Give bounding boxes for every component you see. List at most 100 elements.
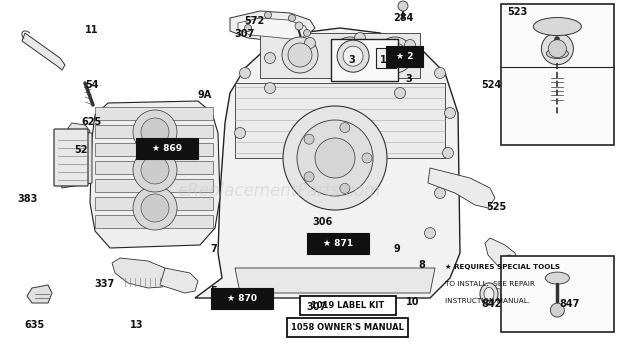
Circle shape — [504, 255, 514, 265]
Circle shape — [288, 43, 312, 67]
Circle shape — [337, 40, 369, 72]
Ellipse shape — [484, 287, 494, 300]
Text: 635: 635 — [24, 320, 44, 330]
Text: 11: 11 — [85, 25, 99, 35]
Bar — [331, 39, 398, 81]
Circle shape — [304, 37, 316, 48]
Polygon shape — [58, 131, 92, 188]
Circle shape — [394, 88, 405, 98]
Circle shape — [332, 37, 368, 73]
Circle shape — [548, 40, 567, 58]
Circle shape — [141, 118, 169, 146]
Text: 3: 3 — [406, 74, 412, 84]
Circle shape — [133, 186, 177, 230]
Circle shape — [435, 187, 446, 198]
Polygon shape — [235, 268, 435, 293]
Circle shape — [541, 33, 574, 65]
Bar — [95, 179, 213, 192]
Circle shape — [383, 43, 407, 67]
Bar — [260, 33, 420, 78]
Circle shape — [265, 12, 272, 18]
Polygon shape — [90, 101, 220, 248]
Circle shape — [425, 227, 435, 239]
Bar — [300, 295, 396, 315]
Ellipse shape — [480, 283, 498, 305]
Circle shape — [343, 46, 363, 66]
Text: 847: 847 — [559, 299, 579, 309]
Circle shape — [304, 172, 314, 182]
Circle shape — [340, 184, 350, 193]
Polygon shape — [160, 268, 198, 293]
Bar — [95, 125, 213, 138]
Circle shape — [288, 14, 296, 22]
Text: ★ 871: ★ 871 — [323, 239, 353, 248]
Text: 10: 10 — [405, 297, 419, 307]
Circle shape — [404, 40, 415, 50]
FancyBboxPatch shape — [54, 129, 88, 186]
Text: 9A: 9A — [198, 90, 211, 100]
Circle shape — [551, 303, 564, 317]
Text: 572: 572 — [244, 16, 264, 26]
Polygon shape — [27, 285, 52, 303]
Polygon shape — [492, 288, 518, 305]
Text: 5: 5 — [211, 286, 217, 296]
Circle shape — [295, 22, 303, 30]
Text: 54: 54 — [85, 80, 99, 90]
Ellipse shape — [546, 272, 569, 284]
Text: 842: 842 — [482, 299, 502, 309]
Polygon shape — [428, 168, 495, 208]
Bar — [95, 143, 213, 156]
Bar — [288, 318, 409, 337]
Text: 3: 3 — [349, 55, 355, 65]
Text: 625: 625 — [82, 117, 102, 127]
Text: 307: 307 — [235, 29, 255, 38]
Polygon shape — [230, 11, 315, 41]
Circle shape — [239, 67, 250, 78]
Text: 1058 OWNER'S MANUAL: 1058 OWNER'S MANUAL — [291, 323, 404, 332]
Circle shape — [282, 37, 318, 73]
Circle shape — [355, 32, 366, 43]
Text: 383: 383 — [18, 195, 38, 204]
Circle shape — [304, 134, 314, 144]
Polygon shape — [112, 258, 168, 288]
Text: ★ 869: ★ 869 — [153, 144, 182, 153]
Circle shape — [265, 53, 275, 64]
Text: 13: 13 — [130, 320, 143, 330]
Circle shape — [141, 156, 169, 184]
Circle shape — [315, 138, 355, 178]
Text: 7: 7 — [211, 244, 217, 254]
Circle shape — [443, 148, 453, 158]
Text: ★ 870: ★ 870 — [227, 294, 257, 303]
Bar — [235, 83, 445, 158]
Text: 337: 337 — [94, 279, 114, 289]
Circle shape — [244, 24, 252, 31]
Circle shape — [133, 148, 177, 192]
Circle shape — [283, 106, 387, 210]
Ellipse shape — [546, 48, 569, 59]
Ellipse shape — [533, 18, 582, 36]
Text: 9: 9 — [394, 244, 400, 254]
Text: ★ 2: ★ 2 — [396, 52, 414, 61]
Text: eReplacementParts.com: eReplacementParts.com — [177, 182, 381, 199]
Bar — [211, 288, 273, 309]
Circle shape — [265, 83, 275, 94]
Circle shape — [445, 108, 456, 119]
Polygon shape — [22, 33, 65, 70]
Text: 306: 306 — [312, 217, 332, 227]
Bar — [95, 161, 213, 174]
Bar — [501, 256, 614, 332]
Text: 284: 284 — [393, 13, 413, 23]
Text: 523: 523 — [508, 7, 528, 17]
Text: 525: 525 — [486, 202, 506, 211]
Bar — [95, 197, 213, 210]
Polygon shape — [195, 28, 460, 298]
Text: TO INSTALL.  SEE REPAIR: TO INSTALL. SEE REPAIR — [445, 281, 535, 287]
Text: 52: 52 — [74, 145, 87, 155]
Circle shape — [141, 194, 169, 222]
Circle shape — [297, 120, 373, 196]
Text: 524: 524 — [482, 80, 502, 90]
Text: ★ REQUIRES SPECIAL TOOLS: ★ REQUIRES SPECIAL TOOLS — [445, 264, 560, 270]
Circle shape — [234, 127, 246, 138]
Circle shape — [340, 122, 350, 133]
Bar — [376, 48, 396, 68]
